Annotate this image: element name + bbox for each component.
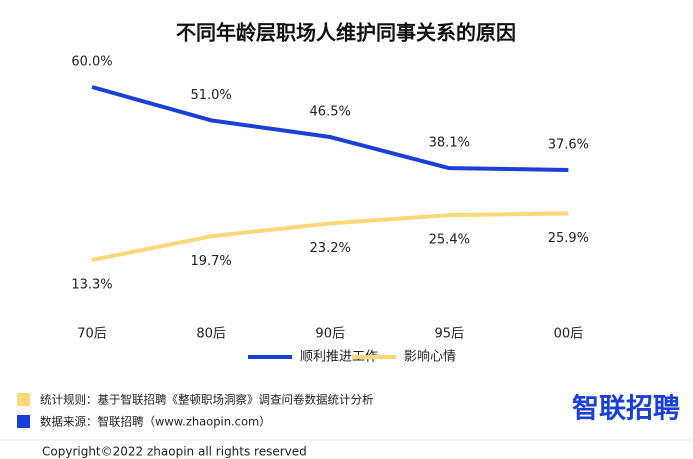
series-line	[91, 85, 569, 172]
series-line	[91, 211, 569, 262]
rules-note: 统计规则：基于智联招聘《整顿职场洞察》调查问卷数据统计分析	[40, 393, 374, 407]
source-marker	[17, 415, 30, 428]
logo: 智联招聘	[572, 394, 680, 425]
data-label: 37.6%	[548, 137, 589, 152]
data-label: 51.0%	[190, 88, 231, 103]
data-label: 46.5%	[310, 105, 351, 120]
data-label: 38.1%	[429, 136, 470, 151]
chart-title: 不同年龄层职场人维护同事关系的原因	[176, 21, 516, 45]
data-label: 23.2%	[310, 241, 351, 256]
data-label: 25.4%	[429, 233, 470, 248]
x-tick-label: 90后	[315, 327, 345, 342]
copyright: Copyright©2022 zhaopin all rights reserv…	[42, 445, 307, 459]
x-tick-label: 70后	[77, 327, 107, 342]
legend-label: 顺利推进工作	[300, 350, 378, 365]
data-label: 60.0%	[71, 55, 112, 70]
x-tick-label: 95后	[435, 327, 465, 342]
data-label: 19.7%	[190, 254, 231, 269]
data-label: 25.9%	[548, 231, 589, 246]
rules-marker	[17, 393, 30, 406]
data-label: 13.3%	[71, 278, 112, 293]
x-tick-label: 00后	[554, 327, 584, 342]
source-note: 数据来源：智联招聘（www.zhaopin.com）	[40, 415, 271, 429]
x-tick-label: 80后	[196, 327, 226, 342]
legend-label: 影响心情	[404, 349, 456, 365]
